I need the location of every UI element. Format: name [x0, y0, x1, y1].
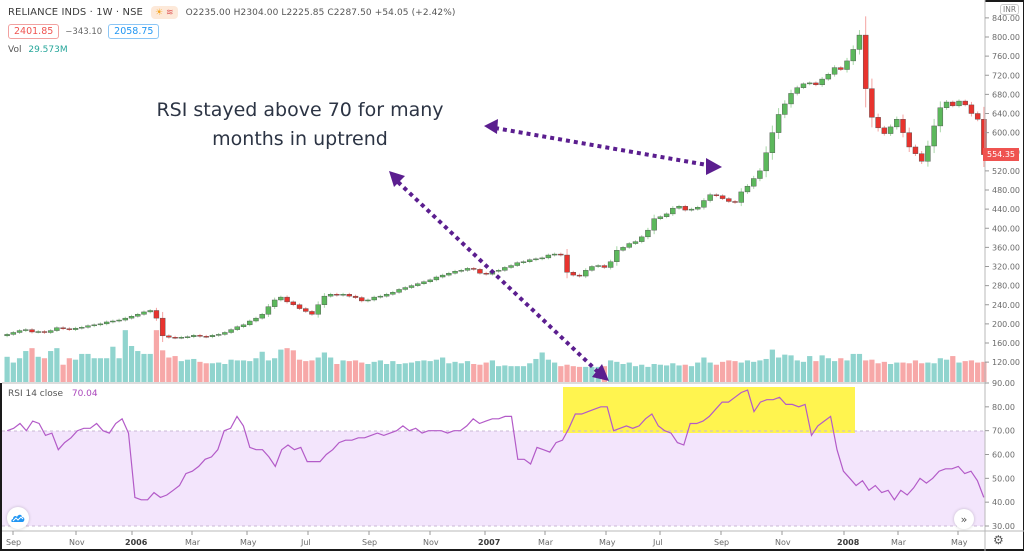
svg-text:440.00: 440.00 — [992, 205, 1020, 214]
cloud-chart-icon — [11, 514, 25, 522]
scroll-to-realtime-button[interactable]: » — [954, 509, 974, 529]
svg-text:90.00: 90.00 — [992, 379, 1015, 388]
close-value: C2287.50 — [327, 7, 372, 18]
arrowhead-icon — [706, 158, 722, 175]
svg-text:2008: 2008 — [837, 538, 860, 547]
svg-text:360.00: 360.00 — [992, 243, 1020, 252]
buy-button[interactable]: 2058.75 — [108, 24, 160, 39]
svg-text:600.00: 600.00 — [992, 129, 1020, 138]
arrowhead-icon — [484, 119, 498, 134]
annotation-text: RSI stayed above 70 for many months in u… — [110, 96, 490, 154]
svg-text:80.00: 80.00 — [992, 403, 1015, 412]
svg-text:Jul: Jul — [652, 538, 663, 547]
svg-text:760.00: 760.00 — [992, 52, 1020, 61]
svg-text:640.00: 640.00 — [992, 110, 1020, 119]
currency-badge[interactable]: INR — [1000, 4, 1020, 15]
svg-text:800.00: 800.00 — [992, 33, 1020, 42]
svg-text:May: May — [951, 538, 968, 547]
svg-text:Mar: Mar — [185, 538, 201, 547]
svg-text:680.00: 680.00 — [992, 90, 1020, 99]
price-candles — [4, 16, 987, 343]
svg-text:240.00: 240.00 — [992, 301, 1020, 310]
change-value: +54.05 (+2.42%) — [374, 7, 456, 18]
rsi-label: RSI 14 close — [8, 389, 63, 399]
svg-text:400.00: 400.00 — [992, 224, 1020, 233]
svg-text:720.00: 720.00 — [992, 71, 1020, 80]
rsi-legend[interactable]: RSI 14 close 70.04 — [8, 389, 98, 399]
annotation-arrow-rsi — [389, 171, 609, 381]
price-axis[interactable]: 840.00 800.00 760.00 720.00 680.00 640.00 600.… — [985, 14, 1020, 367]
spread-value: −343.10 — [65, 26, 103, 37]
ohlc-values: O2235.00 H2304.00 L2225.85 C2287.50 +54.… — [186, 8, 456, 18]
annotation-line-2: months in uptrend — [212, 128, 388, 150]
rsi-axis[interactable]: 90.00 80.00 70.00 60.00 50.00 40.00 30.00 — [985, 379, 1015, 531]
volume-label: Vol — [8, 45, 22, 55]
annotation-arrow-price — [484, 119, 722, 175]
settings-gear-icon[interactable]: ⚙ — [993, 533, 1004, 547]
svg-text:Sep: Sep — [362, 538, 377, 547]
svg-text:May: May — [240, 538, 257, 547]
symbol-legend: RELIANCE INDS · 1W · NSE ☀ ≋ O2235.00 H2… — [8, 6, 456, 55]
svg-text:160.00: 160.00 — [992, 339, 1020, 348]
svg-text:840.00: 840.00 — [992, 14, 1020, 23]
svg-text:Sep: Sep — [6, 538, 21, 547]
svg-text:320.00: 320.00 — [992, 263, 1020, 272]
time-axis[interactable]: Sep Nov 2006 Mar May Jul Sep Nov 2007 Mar May Jul Se… — [6, 531, 968, 547]
svg-text:120.00: 120.00 — [992, 358, 1020, 367]
open-value: O2235.00 — [185, 7, 231, 18]
sell-button[interactable]: 2401.85 — [8, 24, 60, 39]
volume-value: 29.573M — [28, 45, 68, 55]
arrowhead-icon — [592, 364, 609, 381]
svg-text:40.00: 40.00 — [992, 498, 1015, 507]
svg-text:Nov: Nov — [775, 538, 791, 547]
svg-text:50.00: 50.00 — [992, 474, 1015, 483]
sun-icon: ☀ — [154, 7, 164, 18]
svg-text:30.00: 30.00 — [992, 522, 1015, 531]
svg-text:Nov: Nov — [423, 538, 439, 547]
high-value: H2304.00 — [233, 7, 279, 18]
tradingview-logo-button[interactable] — [7, 507, 29, 529]
annotation-line-1: RSI stayed above 70 for many — [156, 99, 444, 121]
volume-bars — [4, 330, 987, 382]
volume-legend[interactable]: Vol 29.573M — [8, 45, 456, 55]
svg-text:520.00: 520.00 — [992, 167, 1020, 176]
market-status-flags[interactable]: ☀ ≋ — [150, 6, 178, 19]
low-value: L2225.85 — [281, 7, 325, 18]
last-price-label: 554.35 — [983, 148, 1019, 161]
svg-text:May: May — [599, 538, 616, 547]
svg-text:200.00: 200.00 — [992, 320, 1020, 329]
svg-text:Jul: Jul — [300, 538, 311, 547]
svg-text:2007: 2007 — [478, 538, 500, 547]
arrowhead-icon — [389, 171, 405, 187]
svg-text:280.00: 280.00 — [992, 282, 1020, 291]
rsi-value: 70.04 — [71, 389, 98, 399]
svg-text:Mar: Mar — [538, 538, 554, 547]
rsi-band — [2, 431, 985, 526]
svg-text:Nov: Nov — [69, 538, 85, 547]
svg-text:Mar: Mar — [891, 538, 907, 547]
overbought-highlight — [563, 387, 855, 433]
rsi-line — [6, 389, 985, 501]
svg-text:Sep: Sep — [714, 538, 729, 547]
svg-text:70.00: 70.00 — [992, 427, 1015, 436]
svg-text:480.00: 480.00 — [992, 186, 1020, 195]
wave-icon: ≋ — [166, 7, 174, 18]
symbol-title[interactable]: RELIANCE INDS · 1W · NSE — [8, 7, 143, 18]
svg-text:2006: 2006 — [125, 538, 148, 547]
svg-text:60.00: 60.00 — [992, 451, 1015, 460]
